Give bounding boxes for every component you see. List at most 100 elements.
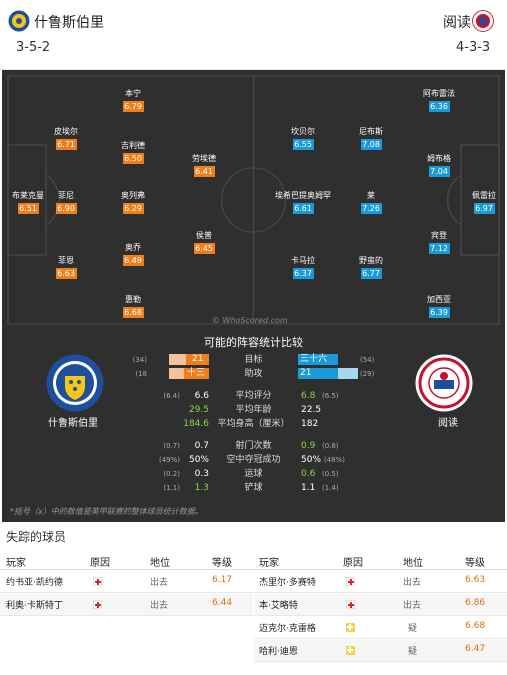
rating: 6.86 <box>465 598 486 608</box>
player-rating: 6.97 <box>473 203 495 214</box>
player-rating: 6.79 <box>122 101 144 112</box>
col-reason: 原因 <box>343 558 363 569</box>
away-player[interactable]: 加西亚 6.39 <box>409 294 469 318</box>
away-crest-icon <box>415 354 473 412</box>
away-player[interactable]: 尼布斯 7.08 <box>341 126 401 150</box>
player-rating: 6.68 <box>122 307 144 318</box>
player-name[interactable]: 利奥·卡斯特丁 <box>6 601 63 611</box>
player-rating: 7.26 <box>360 203 382 214</box>
player-rating: 6.55 <box>292 139 314 150</box>
away-stat-value: 0.9 <box>301 441 316 451</box>
stat-row-goals: (34) 21 目标 三十六 (54) <box>2 354 505 366</box>
player-name: 卡马拉 <box>291 256 315 265</box>
missing-player-row[interactable]: 约书亚·凯约德 出去 6.17 <box>0 571 253 593</box>
home-formation: 3-5-2 <box>16 40 51 55</box>
home-player[interactable]: 吉利德 6.50 <box>103 140 163 164</box>
home-assists-value: 十三 <box>184 368 209 379</box>
home-stat-value: 0.7 <box>194 441 209 451</box>
player-name: 劳埃德 <box>192 154 216 163</box>
missing-player-row[interactable]: 利奥·卡斯特丁 出去 6.44 <box>0 594 253 616</box>
home-player[interactable]: 劳埃德 6.41 <box>174 153 234 177</box>
away-league-avg: (29) <box>360 370 375 378</box>
rating: 6.47 <box>465 644 486 654</box>
player-name[interactable]: 哈利·迪恩 <box>259 647 298 657</box>
away-player[interactable]: 坎贝尔 6.55 <box>273 126 333 150</box>
player-rating: 6.41 <box>193 166 215 177</box>
player-name[interactable]: 迈克尔·克雷格 <box>259 624 316 634</box>
lineup-stats-panel: 可能的阵容统计比较 什鲁斯伯里 阅读 (34) 21 目标 三十六 (54) (… <box>2 330 505 522</box>
player-rating: 6.37 <box>292 268 314 279</box>
home-stat-value: 50% <box>188 455 209 465</box>
away-player[interactable]: 宾登 7.12 <box>409 230 469 254</box>
player-rating: 6.39 <box>428 307 450 318</box>
home-crest-icon <box>46 354 104 412</box>
col-player: 玩家 <box>6 558 26 569</box>
away-team-name[interactable]: 阅读 <box>443 15 471 31</box>
home-player[interactable]: 菲尼 6.90 <box>36 190 96 214</box>
match-header: 什鲁斯伯里 阅读 3-5-2 4-3-3 <box>0 0 507 70</box>
away-player[interactable]: 姆布格 7.04 <box>409 153 469 177</box>
home-league-avg: (0.2) <box>163 470 180 478</box>
away-player[interactable]: 佩雷拉 6.97 <box>454 190 505 214</box>
col-status: 地位 <box>150 558 170 569</box>
stat-row: (1.1) 1.3 铲球 1.1 (1.4) <box>2 482 505 494</box>
away-player[interactable]: 阿布雷法 6.36 <box>409 88 469 112</box>
home-player[interactable]: 惠勒 6.68 <box>103 294 163 318</box>
home-league-avg: (34) <box>132 356 147 364</box>
stat-row: 184.6 平均身高（厘米） 182 <box>2 418 505 430</box>
away-player[interactable]: 埃希巴提奥姆罕 6.61 <box>273 190 333 214</box>
status: 疑 <box>408 647 418 657</box>
stat-label: 平均年龄 <box>235 405 272 415</box>
player-name: 尼布斯 <box>359 127 383 136</box>
home-player[interactable]: 布莱克曼 6.51 <box>2 190 58 214</box>
home-crest-icon[interactable] <box>8 10 30 32</box>
away-league-avg: (0.8) <box>322 442 339 450</box>
player-rating: 6.61 <box>292 203 314 214</box>
injury-icon <box>93 577 102 586</box>
away-league-avg: (48%) <box>324 456 346 464</box>
away-team-label: 阅读 <box>438 418 458 429</box>
away-league-avg: (0.5) <box>322 470 339 478</box>
injury-icon <box>346 577 355 586</box>
away-player[interactable]: 卡马拉 6.37 <box>273 255 333 279</box>
player-rating: 6.90 <box>55 203 77 214</box>
player-name[interactable]: 本·艾略特 <box>259 601 298 611</box>
away-league-avg: (54) <box>360 356 375 364</box>
home-player[interactable]: 奥列弗 6.29 <box>103 190 163 214</box>
col-rating: 等级 <box>465 558 485 569</box>
status: 出去 <box>150 601 169 611</box>
stat-row: (0.2) 0.3 运球 0.6 (0.5) <box>2 468 505 480</box>
home-player[interactable]: 侯普 6.45 <box>174 230 234 254</box>
away-player[interactable]: 野蛮的 6.77 <box>341 255 401 279</box>
player-name: 皮埃尔 <box>54 127 78 136</box>
player-name: 吉利德 <box>121 141 145 150</box>
home-player[interactable]: 奥乔 6.49 <box>103 242 163 266</box>
home-team-name[interactable]: 什鲁斯伯里 <box>34 15 104 31</box>
away-stat-value: 6.8 <box>301 391 316 401</box>
home-player[interactable]: 菲恩 6.63 <box>36 255 96 279</box>
home-stat-value: 1.3 <box>194 483 209 493</box>
away-player[interactable]: 莱 7.26 <box>341 190 401 214</box>
home-league-avg: (6.4) <box>163 392 180 400</box>
away-crest-icon[interactable] <box>472 10 494 32</box>
stat-label: 平均评分 <box>235 391 272 401</box>
player-name: 布莱克曼 <box>12 191 44 200</box>
rating: 6.44 <box>212 598 233 608</box>
player-name: 奥乔 <box>125 243 141 252</box>
missing-player-row[interactable]: 哈利·迪恩 疑 6.47 <box>254 640 507 662</box>
home-player[interactable]: 本宁 6.79 <box>103 88 163 112</box>
player-rating: 6.77 <box>360 268 382 279</box>
player-name[interactable]: 杰里尔·多赛特 <box>259 578 316 588</box>
player-name[interactable]: 约书亚·凯约德 <box>6 578 63 588</box>
missing-player-row[interactable]: 本·艾略特 出去 6.86 <box>254 594 507 616</box>
missing-player-row[interactable]: 迈克尔·克雷格 疑 6.68 <box>254 617 507 639</box>
player-rating: 7.04 <box>428 166 450 177</box>
player-rating: 7.08 <box>360 139 382 150</box>
home-player[interactable]: 皮埃尔 6.71 <box>36 126 96 150</box>
player-rating: 6.49 <box>122 255 144 266</box>
away-league-avg: (6.5) <box>322 392 339 400</box>
stat-row: (0.7) 0.7 射门次数 0.9 (0.8) <box>2 440 505 452</box>
status: 出去 <box>150 578 169 588</box>
away-stat-value: 50% <box>301 455 322 465</box>
missing-player-row[interactable]: 杰里尔·多赛特 出去 6.63 <box>254 571 507 593</box>
